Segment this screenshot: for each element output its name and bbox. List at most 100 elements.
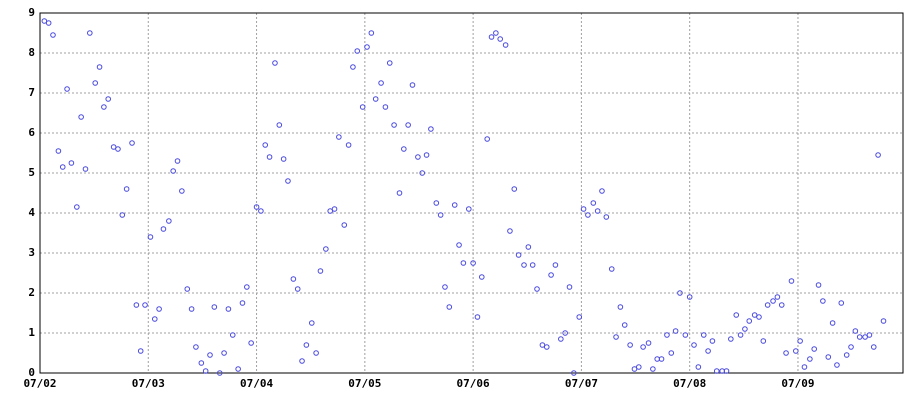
point: [193, 344, 199, 350]
point: [364, 44, 370, 50]
point: [497, 36, 503, 42]
point: [336, 134, 342, 140]
point: [700, 332, 707, 338]
y-tick-label: 6: [28, 126, 35, 139]
point: [788, 278, 795, 284]
point: [488, 34, 495, 40]
point: [807, 356, 813, 362]
point: [119, 212, 126, 218]
x-tick-label: 07/06: [457, 377, 490, 390]
point: [465, 206, 472, 212]
point: [695, 364, 702, 370]
point: [386, 60, 393, 66]
point: [746, 318, 753, 324]
point: [391, 122, 397, 128]
point: [433, 200, 440, 206]
point: [151, 316, 158, 322]
point: [834, 362, 840, 368]
point: [493, 30, 499, 36]
point: [672, 328, 679, 334]
point: [525, 244, 532, 250]
point: [272, 60, 278, 66]
point: [723, 368, 730, 374]
point: [82, 166, 89, 172]
point: [446, 304, 453, 310]
point: [359, 104, 366, 110]
point: [594, 208, 601, 214]
point: [682, 332, 689, 338]
point: [78, 114, 84, 120]
point: [378, 80, 384, 86]
point: [838, 300, 845, 306]
point: [299, 358, 305, 364]
point: [543, 344, 550, 350]
x-tick-label: 07/03: [132, 377, 165, 390]
point: [221, 350, 227, 356]
point: [174, 158, 181, 164]
point: [415, 154, 421, 160]
x-tick-label: 07/05: [348, 377, 381, 390]
point: [437, 212, 444, 218]
point: [235, 366, 241, 372]
point: [258, 208, 264, 214]
point: [764, 302, 771, 308]
point: [617, 304, 624, 310]
point: [756, 314, 762, 320]
point: [137, 348, 144, 354]
point: [156, 306, 162, 312]
point: [751, 312, 758, 318]
point: [456, 242, 462, 248]
y-tick-label: 7: [28, 86, 35, 99]
point: [401, 146, 407, 152]
point: [635, 364, 642, 370]
point: [55, 148, 62, 154]
point: [880, 318, 887, 324]
point: [664, 332, 670, 338]
point: [133, 302, 140, 308]
point: [229, 332, 236, 338]
point: [866, 332, 873, 338]
point: [770, 298, 776, 304]
point: [534, 286, 540, 292]
point: [225, 306, 232, 312]
point: [303, 342, 310, 348]
point: [774, 294, 781, 300]
point: [793, 348, 799, 354]
point: [742, 326, 748, 332]
point: [820, 298, 826, 304]
point: [658, 356, 665, 362]
x-tick-label: 07/04: [240, 377, 273, 390]
point: [686, 294, 693, 300]
point: [266, 154, 273, 160]
point: [317, 268, 324, 274]
point: [115, 146, 121, 152]
point: [728, 336, 734, 342]
point: [621, 322, 628, 328]
point: [852, 328, 859, 334]
point: [691, 342, 697, 348]
x-tick-label: 07/07: [565, 377, 598, 390]
point: [92, 80, 99, 86]
point: [123, 186, 130, 192]
point: [285, 178, 291, 184]
point: [428, 126, 434, 132]
point: [529, 262, 536, 268]
point: [179, 188, 185, 194]
point: [87, 30, 93, 36]
point: [345, 142, 352, 148]
point: [507, 228, 513, 234]
point: [74, 204, 80, 210]
point: [276, 122, 283, 128]
point: [709, 338, 716, 344]
point: [372, 96, 379, 102]
point: [202, 368, 209, 374]
plot-frame: [39, 12, 904, 374]
point: [129, 140, 135, 146]
point: [613, 334, 619, 340]
point: [166, 218, 172, 224]
point: [797, 338, 803, 344]
point: [294, 286, 301, 292]
point: [677, 290, 683, 296]
point: [405, 122, 411, 128]
